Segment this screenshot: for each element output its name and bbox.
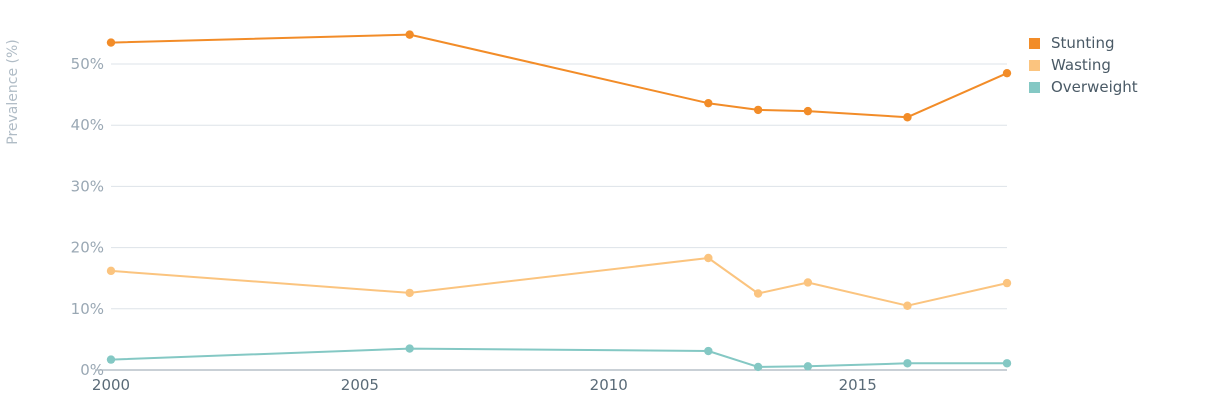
data-point[interactable] <box>106 355 116 364</box>
series-line <box>110 347 1007 368</box>
data-point[interactable] <box>704 253 713 263</box>
data-point[interactable] <box>704 98 713 108</box>
data-point[interactable] <box>803 278 813 287</box>
series-stunting <box>106 30 1012 122</box>
data-point[interactable] <box>903 301 912 310</box>
legend-swatch <box>1029 60 1040 71</box>
legend-label: Stunting <box>1051 34 1115 52</box>
series-wasting <box>106 253 1012 310</box>
data-point[interactable] <box>405 30 414 39</box>
grid-lines <box>111 63 1007 310</box>
series-line <box>110 257 1008 307</box>
data-point[interactable] <box>1002 359 1012 368</box>
data-point[interactable] <box>753 105 763 115</box>
data-point[interactable] <box>106 266 116 276</box>
data-point[interactable] <box>903 359 912 368</box>
data-point[interactable] <box>903 113 912 122</box>
data-point[interactable] <box>803 362 813 371</box>
legend-label: Wasting <box>1051 56 1111 74</box>
legend-swatch <box>1029 82 1040 93</box>
x-tick-label: 2000 <box>92 376 130 394</box>
y-tick-label: 10% <box>71 300 104 318</box>
data-point[interactable] <box>1002 278 1012 288</box>
data-point[interactable] <box>405 288 414 298</box>
series-group <box>106 30 1012 372</box>
data-point[interactable] <box>753 362 763 372</box>
x-tick-label: 2015 <box>839 376 877 394</box>
data-point[interactable] <box>1002 68 1012 78</box>
data-point[interactable] <box>405 344 414 353</box>
y-tick-label: 0% <box>80 361 104 379</box>
data-point[interactable] <box>704 346 713 356</box>
x-axis-ticks: 2000 2005 2010 2015 <box>92 376 877 394</box>
legend: Stunting Wasting Overweight <box>1029 34 1138 96</box>
y-tick-label: 50% <box>71 55 104 73</box>
y-tick-label: 20% <box>71 239 104 257</box>
series-overweight <box>106 344 1012 372</box>
x-tick-label: 2005 <box>341 376 379 394</box>
y-tick-label: 30% <box>71 177 104 195</box>
y-tick-label: 40% <box>71 116 104 134</box>
legend-label: Overweight <box>1051 78 1138 96</box>
data-point[interactable] <box>803 106 813 116</box>
y-axis-label: Prevalence (%) <box>5 39 21 145</box>
data-point[interactable] <box>753 289 763 298</box>
x-tick-label: 2010 <box>590 376 628 394</box>
data-point[interactable] <box>106 38 116 47</box>
y-axis-ticks: 0% 10% 20% 30% 40% 50% <box>71 55 104 379</box>
series-line <box>110 33 1008 119</box>
legend-swatch <box>1029 38 1040 49</box>
